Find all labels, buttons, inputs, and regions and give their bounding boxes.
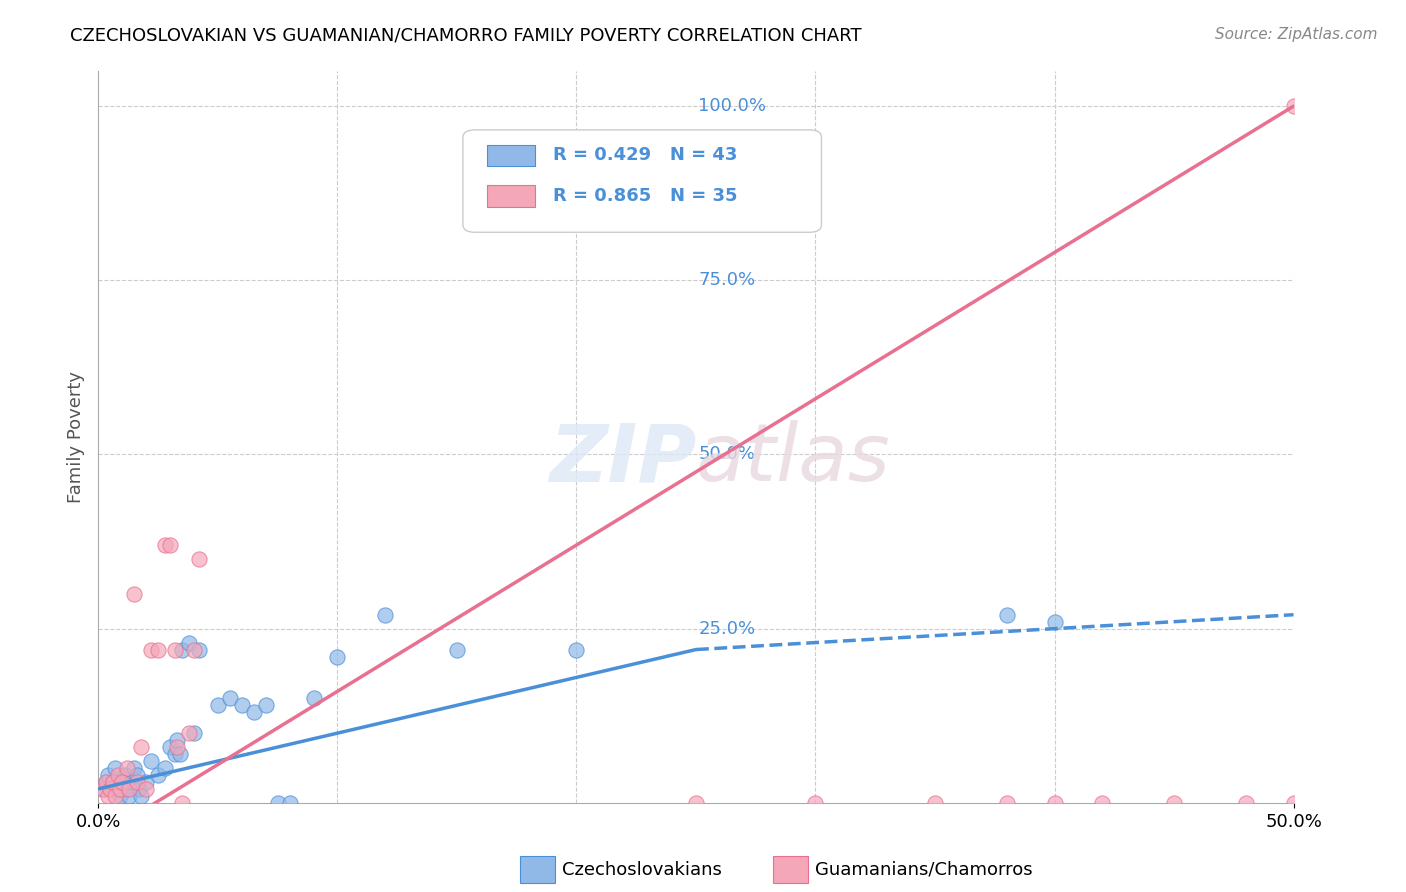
Point	[125, 768, 148, 782]
Point	[163, 747, 186, 761]
Point	[107, 768, 129, 782]
Point	[148, 768, 170, 782]
Text: 50.0%: 50.0%	[699, 445, 755, 464]
Point	[115, 781, 138, 796]
Point	[219, 691, 242, 706]
Point	[104, 761, 127, 775]
Point	[326, 649, 349, 664]
Point	[1282, 99, 1305, 113]
Point	[118, 789, 141, 803]
Point	[163, 642, 186, 657]
Point	[108, 781, 131, 796]
Point	[254, 698, 277, 713]
Text: CZECHOSLOVAKIAN VS GUAMANIAN/CHAMORRO FAMILY POVERTY CORRELATION CHART: CZECHOSLOVAKIAN VS GUAMANIAN/CHAMORRO FA…	[70, 27, 862, 45]
Point	[91, 781, 114, 796]
Point	[183, 642, 205, 657]
Point	[446, 642, 468, 657]
Text: R = 0.865   N = 35: R = 0.865 N = 35	[553, 186, 737, 204]
Point	[169, 747, 191, 761]
Point	[124, 761, 146, 775]
Point	[115, 761, 138, 775]
Point	[121, 775, 143, 789]
Point	[101, 775, 124, 789]
Point	[187, 642, 209, 657]
Point	[101, 775, 124, 789]
Point	[804, 796, 827, 810]
Point	[118, 781, 141, 796]
Point	[94, 775, 117, 789]
Point	[155, 538, 177, 552]
Point	[924, 796, 946, 810]
Point	[1163, 796, 1185, 810]
Point	[243, 705, 266, 719]
Text: Czechoslovakians: Czechoslovakians	[562, 861, 723, 879]
Point	[111, 775, 134, 789]
Point	[172, 642, 194, 657]
Point	[104, 789, 127, 803]
Point	[128, 781, 150, 796]
Point	[124, 587, 146, 601]
Point	[135, 775, 157, 789]
Text: 100.0%: 100.0%	[699, 97, 766, 115]
Point	[108, 789, 131, 803]
Bar	[486, 145, 534, 167]
Text: Guamanians/Chamorros: Guamanians/Chamorros	[815, 861, 1033, 879]
Point	[374, 607, 396, 622]
Point	[179, 635, 201, 649]
Point	[98, 781, 122, 796]
FancyBboxPatch shape	[463, 130, 821, 232]
Point	[97, 768, 120, 782]
Point	[135, 781, 157, 796]
Point	[159, 538, 181, 552]
Point	[179, 726, 201, 740]
Point	[1043, 796, 1066, 810]
Point	[1043, 615, 1066, 629]
Text: 25.0%: 25.0%	[699, 620, 755, 638]
Point	[1091, 796, 1114, 810]
Text: atlas: atlas	[696, 420, 891, 498]
Point	[166, 733, 188, 747]
Point	[995, 607, 1018, 622]
Point	[94, 775, 117, 789]
Point	[1234, 796, 1257, 810]
Point	[231, 698, 253, 713]
Point	[995, 796, 1018, 810]
Text: 75.0%: 75.0%	[699, 271, 755, 289]
Point	[159, 740, 181, 755]
Text: Source: ZipAtlas.com: Source: ZipAtlas.com	[1215, 27, 1378, 42]
Point	[114, 768, 136, 782]
Point	[183, 726, 205, 740]
Point	[302, 691, 325, 706]
Point	[91, 781, 114, 796]
Point	[1282, 796, 1305, 810]
Bar	[486, 185, 534, 207]
Point	[166, 740, 188, 755]
Point	[98, 781, 122, 796]
Point	[131, 789, 153, 803]
Point	[131, 740, 153, 755]
Point	[172, 796, 194, 810]
Point	[97, 789, 120, 803]
Y-axis label: Family Poverty: Family Poverty	[66, 371, 84, 503]
Point	[278, 796, 301, 810]
Point	[125, 775, 148, 789]
Point	[207, 698, 229, 713]
Point	[685, 796, 707, 810]
Text: ZIP: ZIP	[548, 420, 696, 498]
Point	[267, 796, 290, 810]
Point	[139, 754, 162, 768]
Text: R = 0.429   N = 43: R = 0.429 N = 43	[553, 146, 737, 164]
Point	[107, 781, 129, 796]
Point	[148, 642, 170, 657]
Point	[565, 642, 588, 657]
Point	[155, 761, 177, 775]
Point	[139, 642, 162, 657]
Point	[187, 552, 209, 566]
Point	[111, 775, 134, 789]
